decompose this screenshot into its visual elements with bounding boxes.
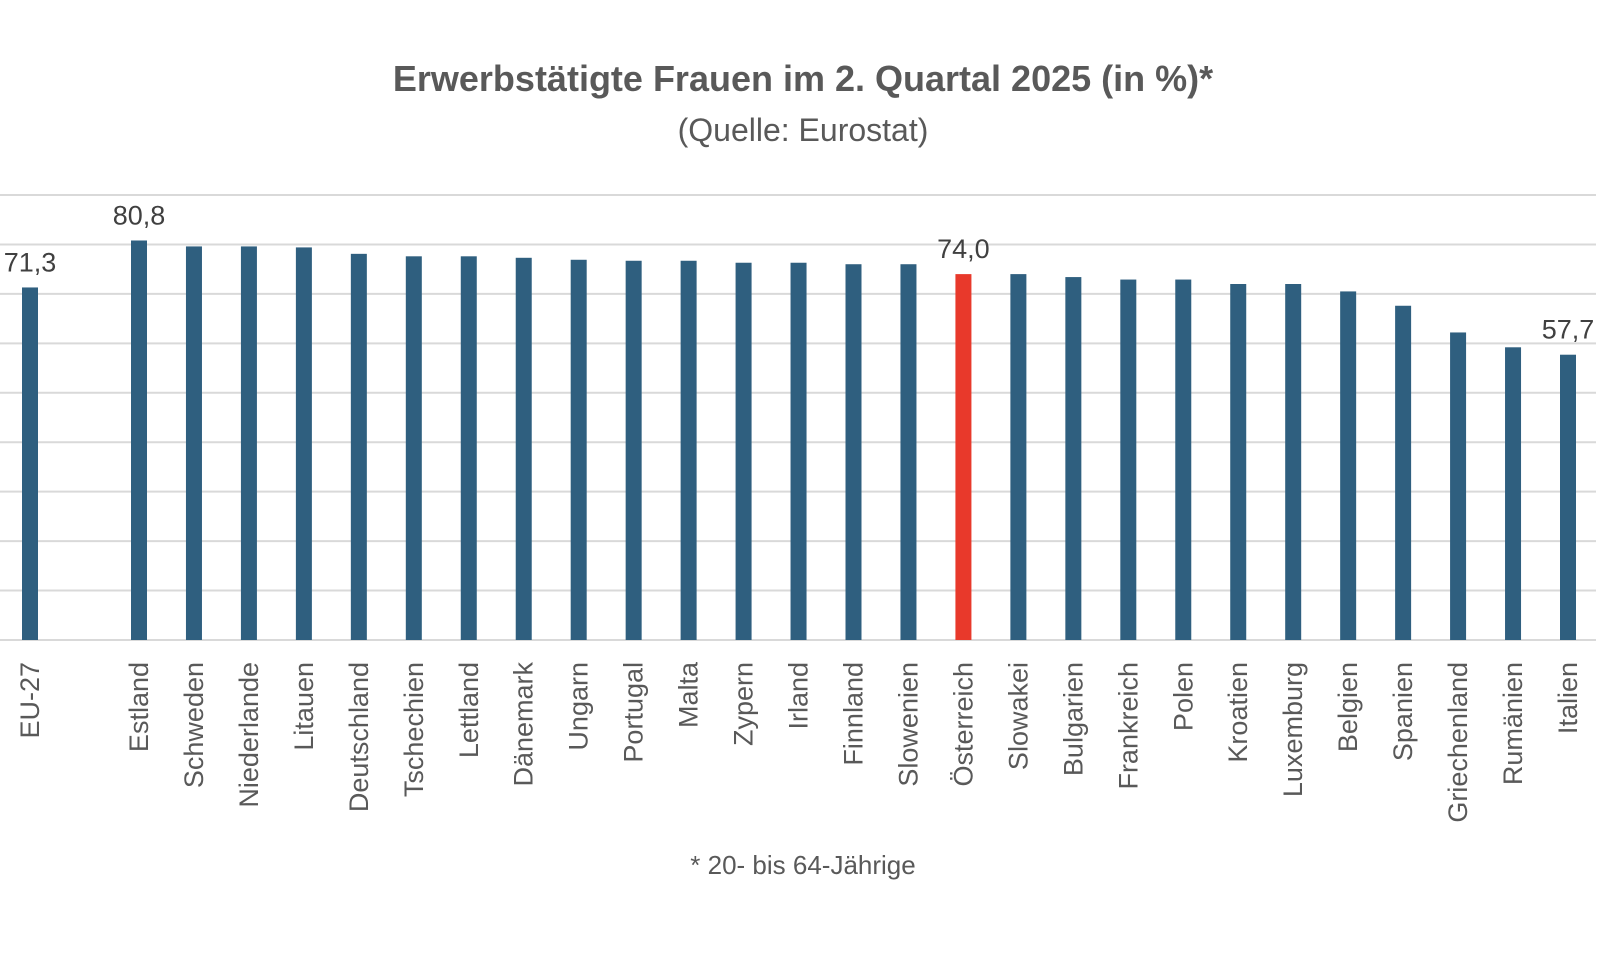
category-label: Lettland [454, 662, 484, 758]
bar-5 [295, 247, 312, 640]
chart-footnote: * 20- bis 64-Jährige [690, 850, 916, 880]
bar-27 [1505, 347, 1522, 640]
category-label: Spanien [1388, 662, 1418, 761]
bar-8 [460, 256, 477, 640]
bar-22 [1230, 284, 1247, 640]
category-label: Griechenland [1443, 662, 1473, 823]
data-label: 71,3 [4, 247, 57, 277]
category-label: Irland [784, 662, 814, 730]
bar-24 [1340, 291, 1357, 640]
category-label: Estland [124, 662, 154, 752]
bar-12 [680, 260, 697, 640]
bar-1 [22, 287, 38, 640]
bar-25 [1395, 305, 1412, 640]
bar-14 [790, 262, 807, 640]
bar-4 [240, 246, 257, 640]
category-label: Niederlande [234, 662, 264, 808]
category-label: EU-27 [15, 662, 45, 739]
category-label: Malta [674, 661, 704, 728]
category-label: Tschechien [399, 662, 429, 797]
category-label: Schweden [179, 662, 209, 788]
bar-13 [735, 262, 752, 640]
data-label: 80,8 [113, 200, 166, 230]
category-label: Luxemburg [1278, 662, 1308, 797]
bar-10 [570, 259, 587, 640]
category-label: Portugal [619, 662, 649, 763]
category-label: Belgien [1333, 662, 1363, 752]
bar-2 [131, 240, 147, 640]
bar-19 [1065, 277, 1082, 640]
bar-6 [350, 253, 367, 641]
category-label: Ungarn [564, 662, 594, 751]
category-label: Österreich [948, 662, 978, 787]
category-label: Frankreich [1113, 662, 1143, 790]
bar-21 [1175, 279, 1192, 640]
bar-20 [1120, 279, 1137, 640]
bar-3 [185, 246, 202, 640]
bar-26 [1450, 332, 1467, 640]
category-label: Kroatien [1223, 662, 1253, 763]
bar-18 [1010, 274, 1027, 640]
bar-17 [955, 274, 972, 640]
category-label: Deutschland [344, 662, 374, 812]
bar-9 [515, 257, 532, 640]
bar-15 [845, 264, 862, 640]
category-label: Litauen [289, 662, 319, 751]
category-label: Zypern [729, 662, 759, 746]
bar-28 [1560, 354, 1576, 640]
category-label: Slowakei [1003, 662, 1033, 770]
category-label: Bulgarien [1058, 662, 1088, 776]
category-label: Polen [1168, 662, 1198, 731]
data-label: 74,0 [937, 234, 990, 264]
bar-11 [625, 260, 642, 640]
category-label: Dänemark [509, 662, 539, 787]
category-label: Slowenien [893, 662, 923, 787]
bar-16 [900, 264, 917, 640]
bar-7 [405, 256, 422, 640]
category-label: Rumänien [1498, 662, 1528, 785]
bar-23 [1285, 284, 1302, 640]
category-label: Finnland [839, 662, 869, 766]
chart-subtitle: (Quelle: Eurostat) [677, 112, 929, 148]
chart-title: Erwerbstätigte Frauen im 2. Quartal 2025… [392, 58, 1214, 99]
category-label: Italien [1553, 662, 1583, 734]
data-label: 57,7 [1542, 315, 1595, 345]
